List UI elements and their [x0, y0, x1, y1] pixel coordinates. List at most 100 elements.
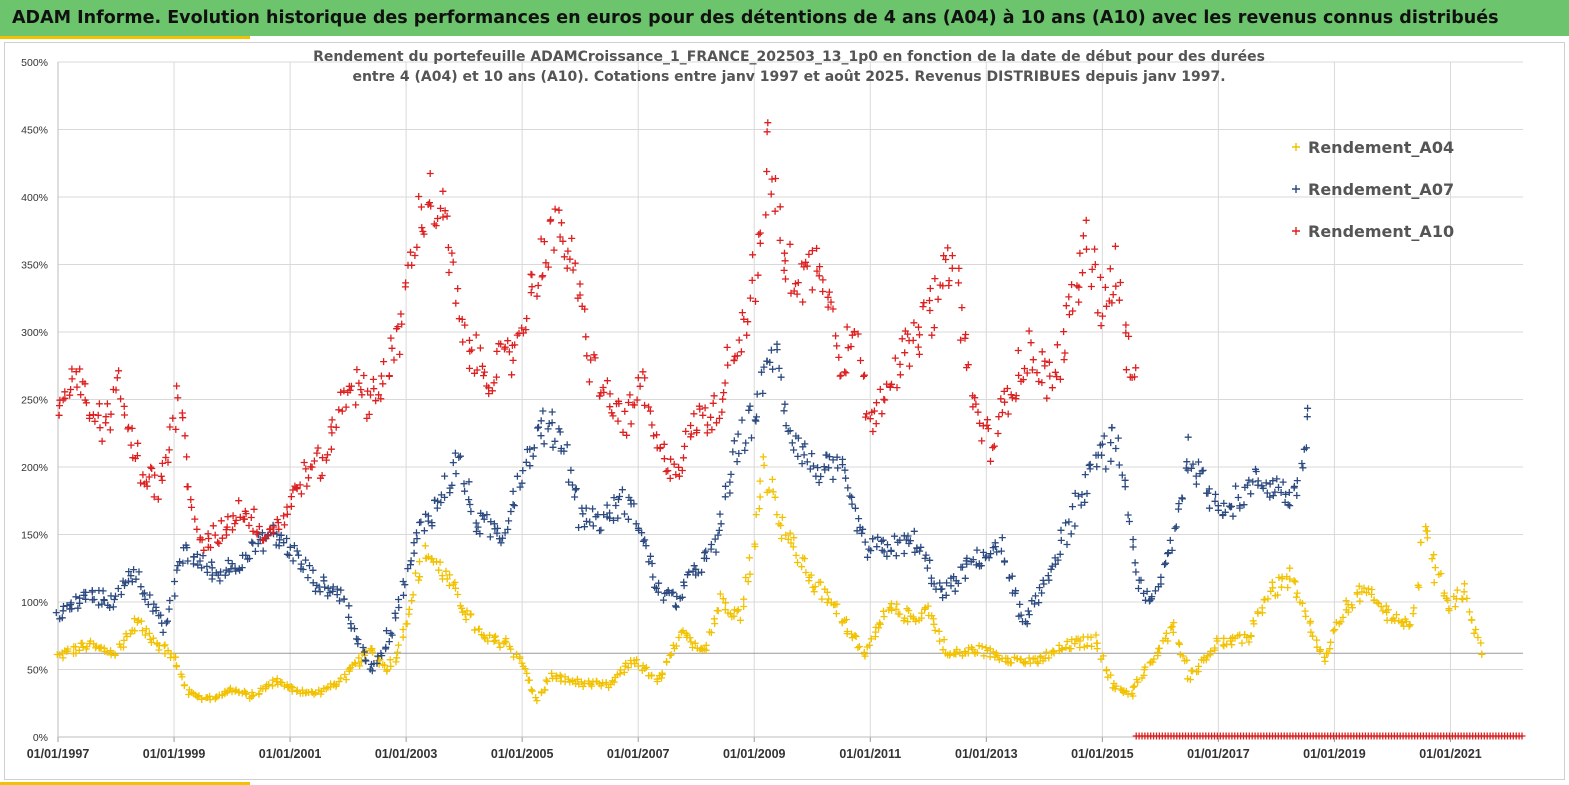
rendement-a10-point [776, 203, 784, 211]
rendement-a07-point [887, 547, 895, 555]
rendement-a07-point [1129, 536, 1137, 543]
rendement-a07-point [1303, 413, 1311, 421]
rendement-a04-point [341, 671, 349, 678]
rendement-a07-point [763, 357, 771, 365]
rendement-a04-point [1360, 584, 1368, 592]
rendement-a10-point [1076, 249, 1084, 257]
rendement-a04-point [1428, 555, 1436, 563]
rendement-a04-point [376, 656, 384, 664]
rendement-a10-point [836, 372, 844, 380]
rendement-a10-point [488, 387, 496, 395]
rendement-a10-point [645, 403, 653, 411]
rendement-a04-point [790, 534, 798, 542]
rendement-a10-point [1003, 385, 1011, 392]
rendement-a10-point [394, 323, 402, 331]
rendement-a10-point [91, 417, 99, 425]
rendement-a10-point [763, 168, 771, 175]
rendement-a07-point [1115, 461, 1123, 469]
rendement-a10-point [1001, 398, 1009, 406]
rendement-a04-point [542, 676, 550, 684]
rendement-a07-point [1168, 546, 1176, 554]
rendement-a07-point [954, 579, 962, 587]
rendement-a10-point [667, 455, 675, 463]
rendement-a07-point [530, 444, 538, 452]
rendement-a10-point [388, 344, 396, 352]
x-tick-label: 01/01/2021 [1419, 747, 1482, 761]
rendement-a07-point [571, 493, 579, 501]
x-tick-label: 01/01/2001 [259, 747, 322, 761]
rendement-a10-point [1097, 273, 1104, 281]
rendement-a07-point [171, 578, 178, 585]
rendement-a10-point [1056, 375, 1064, 383]
rendement-a10-point [380, 358, 388, 366]
rendement-a07-point [848, 500, 856, 508]
rendement-a07-point [563, 441, 571, 449]
rendement-a10-point [1111, 242, 1119, 250]
rendement-a10-point [606, 403, 614, 411]
rendement-a04-point [918, 609, 926, 617]
rendement-a07-point [833, 453, 841, 461]
rendement-a04-point [421, 542, 429, 550]
rendement-a07-point [497, 539, 505, 547]
rendement-a07-point [638, 529, 646, 537]
rendement-a04-point [443, 575, 451, 583]
rendement-a10-point [559, 237, 567, 245]
rendement-a07-point [248, 538, 256, 546]
rendement-a10-point [444, 244, 452, 251]
rendement-a04-point [528, 687, 536, 695]
rendement-a04-point [1344, 608, 1352, 616]
rendement-a07-point [173, 566, 181, 574]
rendement-a07-point [1081, 471, 1089, 479]
rendement-a10-point [215, 540, 223, 547]
rendement-a07-point [404, 565, 412, 573]
rendement-a10-point [854, 330, 862, 338]
rendement-a04-point [610, 678, 618, 686]
rendement-a04-point [653, 678, 661, 685]
rendement-a10-point [328, 416, 336, 424]
rendement-a04-point [773, 511, 781, 519]
rendement-a10-point [1069, 307, 1077, 315]
rendement-a04-point [787, 539, 795, 547]
rendement-a04-point [438, 572, 446, 580]
rendement-a07-point [1221, 508, 1229, 516]
rendement-a07-point [829, 475, 837, 483]
rendement-a07-point [1114, 434, 1122, 442]
rendement-a07-point [972, 561, 980, 569]
rendement-a10-point [461, 321, 469, 329]
rendement-a04-point [78, 639, 86, 647]
rendement-a10-point [870, 407, 878, 415]
rendement-a10-point [338, 407, 346, 415]
rendement-a07-point [624, 515, 632, 523]
rendement-a07-point [302, 556, 310, 564]
rendement-a07-point [505, 517, 513, 525]
rendement-a07-point [848, 493, 856, 501]
rendement-a07-point [641, 536, 649, 544]
rendement-a07-point [510, 502, 518, 510]
rendement-a10-point [650, 432, 658, 440]
rendement-a07-point [466, 501, 474, 508]
rendement-a04-point [1430, 579, 1438, 587]
rendement-a10-point [183, 453, 191, 461]
rendement-a04-point [379, 661, 387, 669]
rendement-a07-point [1211, 497, 1219, 505]
rendement-a07-point [1212, 490, 1219, 498]
rendement-a04-point [408, 597, 416, 605]
rendement-a10-point [756, 239, 764, 247]
rendement-a10-point [158, 459, 166, 467]
rendement-a04-point [543, 678, 551, 685]
rendement-a10-point [782, 275, 789, 283]
rendement-a10-point [893, 384, 901, 392]
rendement-a10-point [1097, 322, 1105, 330]
rendement-a04-point [1092, 631, 1100, 639]
rendement-a07-point [1063, 541, 1071, 548]
rendement-a04-point [1129, 692, 1137, 700]
rendement-a10-point [926, 285, 934, 292]
rendement-a04-point [892, 605, 900, 613]
rendement-a10-point [205, 535, 213, 542]
rendement-a07-point [961, 574, 969, 582]
rendement-a10-point [504, 337, 512, 345]
rendement-a07-point [383, 627, 390, 635]
rendement-a04-point [1170, 619, 1178, 627]
rendement-a10-point [928, 331, 936, 339]
rendement-a10-point [398, 320, 406, 328]
